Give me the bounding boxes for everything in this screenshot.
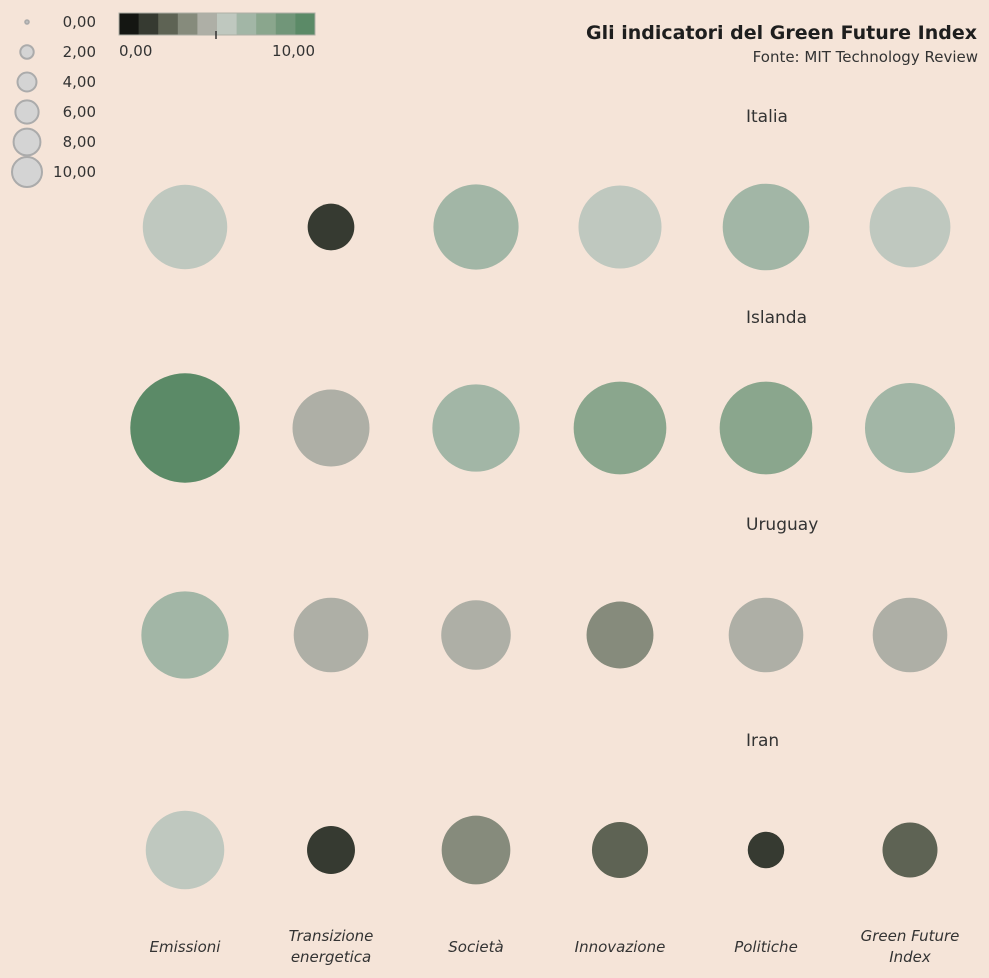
color-legend-min-label: 0,00 (119, 42, 152, 60)
bubble (882, 822, 938, 878)
country-label: Islanda (746, 308, 807, 328)
size-legend-circle (24, 19, 30, 25)
color-legend-swatch (119, 13, 140, 35)
category-label: Società (448, 938, 503, 956)
bubble (293, 597, 369, 673)
category-label: Index (889, 948, 931, 966)
size-legend-circle (19, 44, 35, 60)
color-legend-swatch (177, 13, 198, 35)
size-legend-label: 2,00 (63, 43, 96, 61)
country-label: Italia (746, 107, 788, 127)
color-legend-swatch (138, 13, 159, 35)
category-label: energetica (291, 948, 371, 966)
bubble (869, 186, 951, 268)
color-legend-swatch (295, 13, 316, 35)
category-label: Innovazione (575, 938, 666, 956)
bubble (432, 384, 520, 472)
bubble (307, 826, 355, 874)
bubble (573, 381, 667, 475)
category-label: Emissioni (150, 938, 222, 956)
bubble (307, 203, 355, 251)
size-legend-label: 8,00 (63, 133, 96, 151)
category-label: Politiche (734, 938, 798, 956)
color-legend-swatch (158, 13, 179, 35)
bubble (141, 591, 229, 679)
color-legend-swatch (256, 13, 277, 35)
bubble (864, 382, 956, 474)
bubble (578, 185, 662, 269)
size-legend-label: 0,00 (63, 13, 96, 31)
bubble (586, 601, 654, 669)
size-legend-circle (12, 127, 42, 157)
bubble (872, 597, 948, 673)
color-legend-swatch (236, 13, 257, 35)
color-legend-swatch (197, 13, 218, 35)
category-label: Transizione (289, 927, 374, 945)
size-legend-label: 6,00 (63, 103, 96, 121)
bubble (591, 821, 649, 879)
size-legend-circle (11, 156, 43, 188)
country-label: Uruguay (746, 515, 818, 535)
size-legend-circle (14, 99, 40, 125)
bubble (433, 184, 519, 270)
chart-title: Gli indicatori del Green Future Index (586, 22, 977, 44)
bubble (719, 381, 813, 475)
bubble (747, 831, 785, 869)
bubble (130, 373, 240, 483)
size-legend-label: 4,00 (63, 73, 96, 91)
bubble (145, 810, 225, 890)
color-legend-max-label: 10,00 (272, 42, 315, 60)
category-label: Green Future (861, 927, 960, 945)
bubble (142, 184, 228, 270)
size-legend-label: 10,00 (53, 163, 96, 181)
bubble (441, 600, 511, 670)
bubble (441, 815, 511, 885)
country-label: Iran (746, 731, 779, 751)
color-legend-swatch (275, 13, 296, 35)
bubble (292, 389, 370, 467)
chart-subtitle: Fonte: MIT Technology Review (752, 48, 978, 66)
bubble (728, 597, 804, 673)
color-legend-swatch (217, 13, 238, 35)
size-legend-circle (16, 71, 38, 93)
color-legend-frame (118, 12, 316, 36)
bubble (722, 183, 810, 271)
